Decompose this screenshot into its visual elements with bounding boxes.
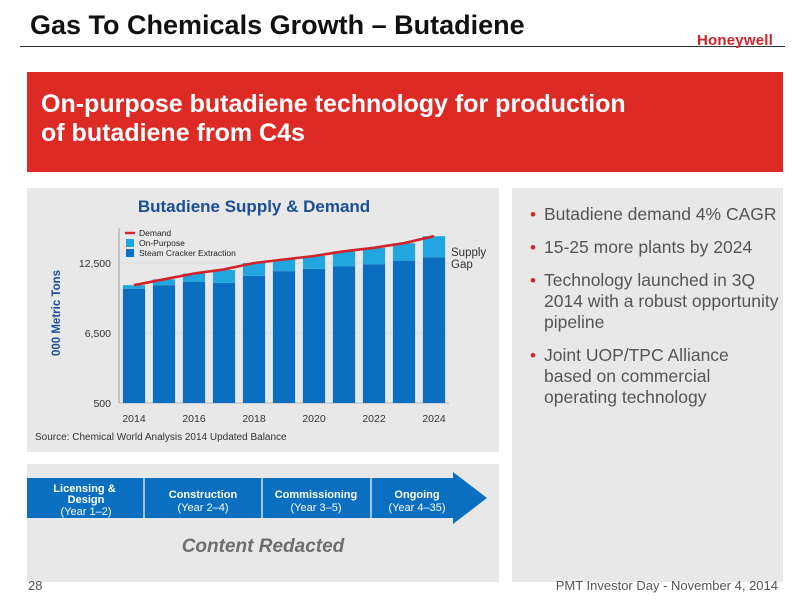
demand-line	[133, 234, 435, 287]
slide-title: Gas To Chemicals Growth – Butadiene	[30, 10, 525, 40]
bar-steam-cracker	[422, 257, 446, 403]
stage-licensing-period: (Year 1–2)	[61, 506, 112, 518]
x-tick-label: 2014	[122, 413, 146, 425]
headline-banner: On-purpose butadiene technology for prod…	[27, 72, 783, 172]
stage-licensing-label-2: Design	[68, 494, 105, 506]
stage-construction-period: (Year 2–4)	[178, 502, 229, 514]
bar-on-purpose	[272, 259, 296, 272]
bar-layer	[122, 236, 446, 403]
bar-on-purpose	[362, 247, 386, 265]
timeline-arrow-shape	[27, 472, 487, 524]
bullet-dot: •	[530, 271, 536, 290]
legend-label: Steam Cracker Extraction	[139, 248, 236, 258]
x-tick-label: 2016	[182, 413, 206, 425]
y-tick-label: 12,500	[79, 258, 111, 270]
bullet-item: • 15-25 more plants by 2024	[530, 237, 780, 258]
line-layer	[133, 234, 435, 287]
timeline-panel: Licensing & Design (Year 1–2) Constructi…	[27, 464, 499, 582]
bar-steam-cracker	[332, 266, 356, 403]
bullet-item: • Joint UOP/TPC Alliance based on commerc…	[530, 345, 780, 408]
content-redacted: Content Redacted	[181, 536, 345, 557]
x-tick-label: 2022	[362, 413, 386, 425]
stage-commissioning-label: Commissioning	[275, 489, 358, 501]
bullet-list: • Butadiene demand 4% CAGR • 15-25 more pl…	[530, 204, 780, 420]
page-number: 28	[28, 578, 43, 593]
bullet-dot: •	[530, 238, 536, 257]
banner-line-2: of butadiene from C4s	[41, 119, 305, 147]
chart-source: Source: Chemical World Analysis 2014 Upd…	[35, 432, 287, 443]
bar-on-purpose	[332, 251, 356, 267]
legend-swatch	[126, 249, 134, 257]
stage-commissioning-period: (Year 3–5)	[291, 502, 342, 514]
bar-steam-cracker	[272, 271, 296, 403]
stage-licensing-label: Licensing & Design	[53, 483, 118, 506]
stage-licensing-label-1: Licensing &	[53, 483, 115, 495]
y-tick-label: 6,500	[85, 328, 111, 340]
supply-gap-annotation: Supply Gap	[451, 247, 489, 271]
legend-label: Demand	[139, 228, 171, 238]
supply-gap-line-1: Supply	[451, 247, 486, 259]
stage-ongoing-label: Ongoing	[394, 489, 439, 501]
legend-swatch	[126, 239, 134, 247]
banner-line-1: On-purpose butadiene technology for prod…	[41, 90, 626, 118]
stage-construction-label: Construction	[169, 489, 238, 501]
timeline-arrow: Licensing & Design (Year 1–2) Constructi…	[27, 472, 487, 524]
bar-steam-cracker	[122, 288, 146, 403]
tick-layer: 500 6,500 12,500 2014 2016 2018 2020 2022 2024	[79, 258, 446, 425]
supply-demand-chart: Butadiene Supply & Demand 000 Metric Ton…	[35, 197, 489, 443]
bar-on-purpose	[392, 243, 416, 261]
bar-on-purpose	[182, 273, 206, 282]
bar-on-purpose	[422, 236, 446, 258]
bar-steam-cracker	[212, 282, 236, 403]
chart-title: Butadiene Supply & Demand	[138, 197, 370, 216]
bar-steam-cracker	[302, 268, 326, 403]
x-tick-label: 2020	[302, 413, 326, 425]
bar-steam-cracker	[182, 281, 206, 403]
bar-on-purpose	[122, 285, 146, 289]
bar-steam-cracker	[242, 275, 266, 403]
banner-text: On-purpose butadiene technology for prod…	[41, 90, 626, 148]
y-axis-label: 000 Metric Tons	[51, 270, 63, 356]
y-tick-label: 500	[93, 398, 111, 410]
bar-steam-cracker	[152, 285, 176, 403]
x-tick-label: 2024	[422, 413, 446, 425]
bar-steam-cracker	[392, 260, 416, 403]
footer-text: PMT Investor Day - November 4, 2014	[555, 578, 778, 593]
bullet-item: • Technology launched in 3Q 2014 with a r…	[530, 270, 780, 333]
bar-on-purpose	[212, 270, 236, 283]
title-rule	[20, 46, 785, 47]
bullet-text: 15-25 more plants by 2024	[544, 237, 753, 257]
chart-panel: Butadiene Supply & Demand 000 Metric Ton…	[27, 188, 499, 452]
bullet-item: • Butadiene demand 4% CAGR	[530, 204, 780, 225]
bullet-dot: •	[530, 346, 536, 365]
bullets-panel: • Butadiene demand 4% CAGR • 15-25 more pl…	[512, 188, 783, 582]
supply-gap-line-2: Gap	[451, 259, 473, 271]
bar-on-purpose	[302, 256, 326, 269]
bullet-dot: •	[530, 205, 536, 224]
stage-ongoing-period: (Year 4–35)	[388, 502, 445, 514]
bar-steam-cracker	[362, 264, 386, 403]
bullet-text: Butadiene demand 4% CAGR	[544, 204, 777, 224]
legend-label: On-Purpose	[139, 238, 185, 248]
bullet-text: Joint UOP/TPC Alliance based on commerci…	[544, 345, 729, 407]
bar-on-purpose	[152, 279, 176, 286]
bullet-text: Technology launched in 3Q 2014 with a ro…	[544, 270, 779, 332]
x-tick-label: 2018	[242, 413, 266, 425]
honeywell-logo: Honeywell	[697, 32, 773, 49]
bar-on-purpose	[242, 263, 266, 276]
